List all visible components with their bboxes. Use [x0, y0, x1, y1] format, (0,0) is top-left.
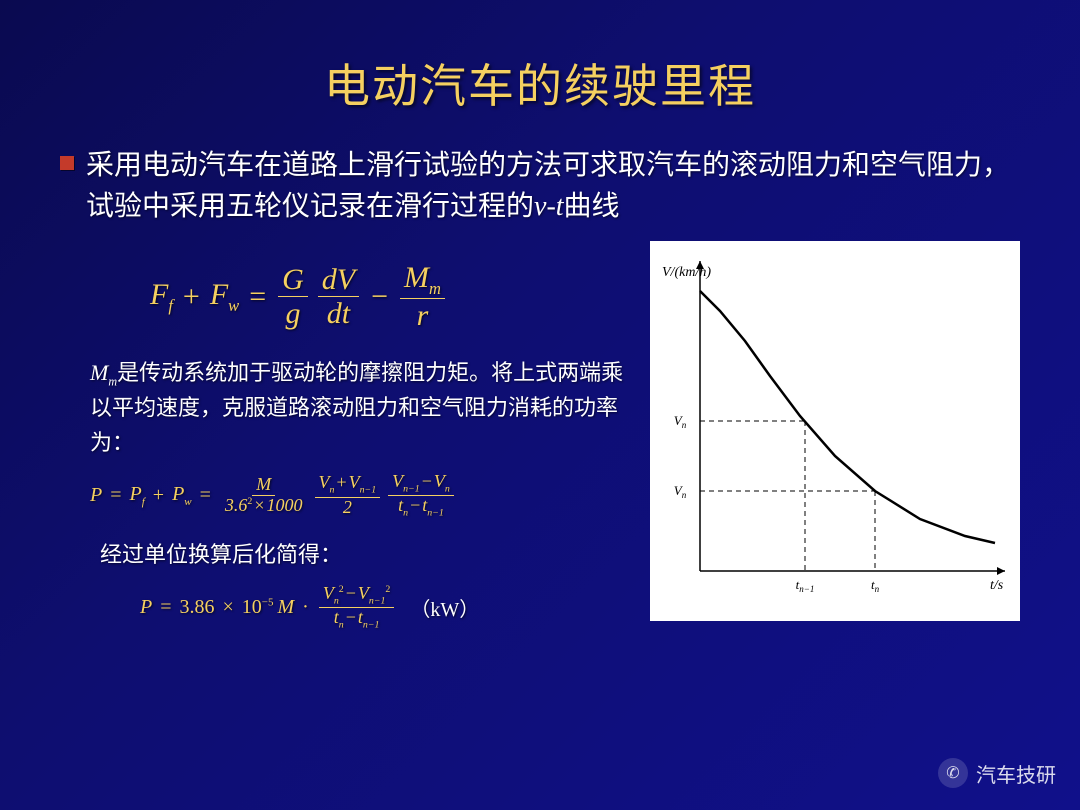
x-tick-tn1: tn−1 — [796, 577, 815, 594]
eq2: = — [200, 484, 211, 507]
equals: = — [249, 280, 266, 314]
times3: × — [223, 596, 234, 619]
wechat-icon: ✆ — [938, 758, 968, 788]
plus: + — [183, 280, 200, 314]
right-column: V/(km/h) t/s tn−1 tn Vn Vn — [650, 241, 1020, 631]
slide-title: 电动汽车的续驶里程 — [0, 0, 1080, 116]
frac-final: Vn2−Vn−12 tn−tn−1 — [319, 584, 395, 632]
left-column: Ff + Fw = G g dV dt − Mm r — [60, 241, 630, 631]
Ff: Ff — [150, 278, 173, 316]
y-tick-vn2: Vn — [674, 483, 687, 500]
frac-dV-dt: dV dt — [318, 263, 359, 330]
eq: = — [110, 484, 121, 507]
frac-dV-dt2: Vn−1−Vn tn−tn−1 — [388, 472, 454, 520]
frac-Mm-r: Mm r — [400, 261, 445, 332]
desc1-text: 是传动系统加于驱动轮的摩擦阻力矩。将上式两端乘以平均速度，克服道路滚动阻力和空气… — [90, 360, 623, 454]
bullet-text-suffix: 曲线 — [564, 191, 620, 222]
bullet-square-icon — [60, 156, 74, 170]
tenpow: 10−5 — [242, 596, 274, 619]
chart-svg: V/(km/h) t/s tn−1 tn Vn Vn — [650, 241, 1020, 621]
vt-chart: V/(km/h) t/s tn−1 tn Vn Vn — [650, 241, 1020, 621]
x-tick-tn: tn — [871, 577, 880, 594]
frac-M-denom: M 3.62×1000 — [221, 475, 307, 516]
P: P — [90, 484, 102, 507]
guide-lines — [700, 421, 875, 571]
y-axis-label: V/(km/h) — [662, 265, 711, 280]
coef: 3.86 — [180, 596, 215, 619]
formula-force: Ff + Fw = G g dV dt − Mm r — [150, 261, 630, 332]
minus: − — [371, 280, 388, 314]
vt-symbol: v-t — [534, 191, 564, 222]
dot: · — [302, 596, 309, 619]
Pf: Pf — [130, 483, 145, 508]
Pw: Pw — [172, 483, 192, 508]
decay-curve — [700, 291, 995, 543]
formula-simplified: P = 3.86 × 10−5 M · Vn2−Vn−12 tn−tn−1 （k… — [140, 584, 630, 632]
Fw: Fw — [210, 278, 239, 316]
slide-content: 采用电动汽车在道路上滑行试验的方法可求取汽车的滚动阻力和空气阻力，试验中采用五轮… — [0, 116, 1080, 632]
watermark-text: 汽车技研 — [976, 759, 1056, 788]
watermark: ✆ 汽车技研 — [938, 758, 1056, 788]
y-tick-vn: Vn — [674, 413, 687, 430]
x-arrow-icon — [997, 567, 1005, 575]
bullet-text: 采用电动汽车在道路上滑行试验的方法可求取汽车的滚动阻力和空气阻力，试验中采用五轮… — [86, 146, 1020, 227]
columns: Ff + Fw = G g dV dt − Mm r — [60, 241, 1020, 631]
eq3: = — [160, 596, 171, 619]
description-simplify: 经过单位换算后化简得： — [100, 538, 630, 572]
Mm-symbol: Mm — [90, 360, 117, 385]
frac-G-g: G g — [278, 263, 308, 330]
bullet-item: 采用电动汽车在道路上滑行试验的方法可求取汽车的滚动阻力和空气阻力，试验中采用五轮… — [60, 146, 1020, 227]
M3: M — [278, 596, 295, 619]
x-axis-label: t/s — [990, 578, 1004, 593]
P3: P — [140, 596, 152, 619]
frac-Vsum-2: Vn+Vn−1 2 — [315, 473, 381, 517]
description-mm: Mm是传动系统加于驱动轮的摩擦阻力矩。将上式两端乘以平均速度，克服道路滚动阻力和… — [90, 356, 630, 459]
plus2: + — [153, 484, 164, 507]
formula-power: P = Pf + Pw = M 3.62×1000 Vn+Vn−1 2 Vn−1… — [90, 472, 630, 520]
unit-kw: （kW） — [410, 593, 479, 622]
